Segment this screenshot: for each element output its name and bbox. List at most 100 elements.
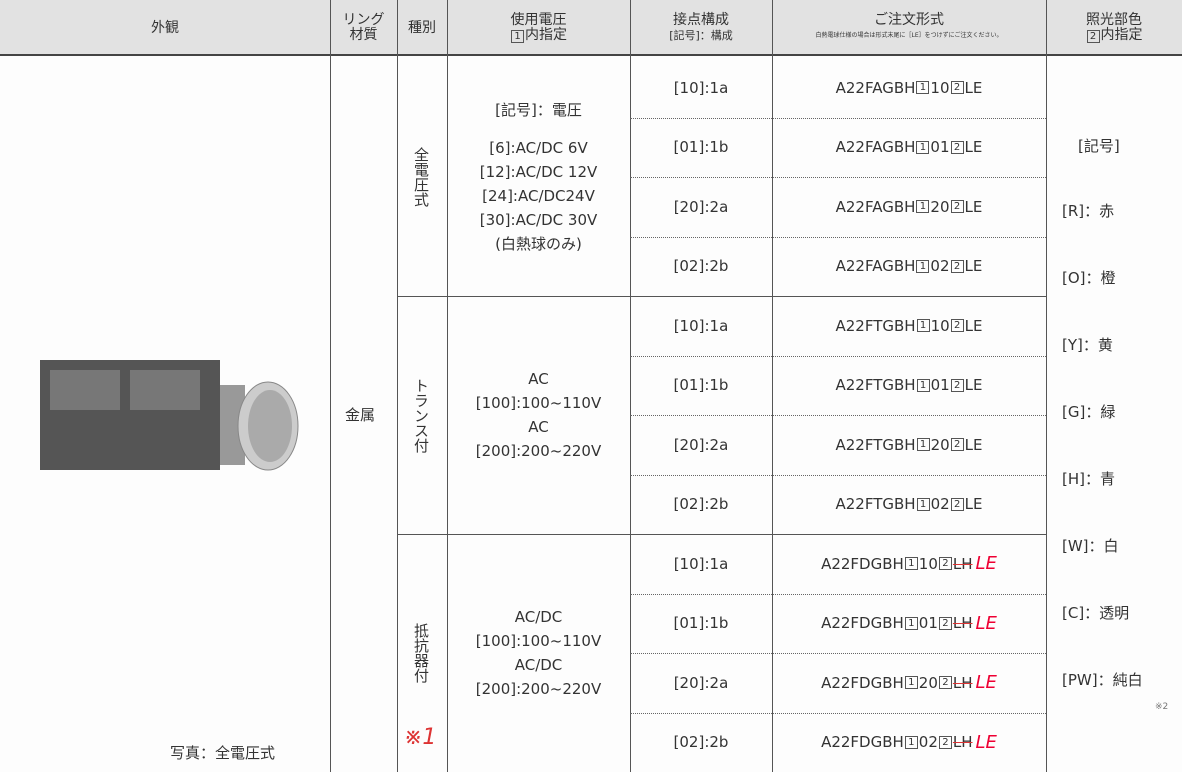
header-cell: 照光部色 2 内指定 — [1046, 0, 1182, 56]
box-mark: 1 — [904, 735, 918, 749]
handwritten-correction: LE — [975, 672, 997, 694]
box-mark: 1 — [916, 81, 930, 95]
row-divider — [630, 415, 1046, 416]
header-text: 内指定 — [1100, 27, 1143, 43]
order-code: A22FDGBH 1 02 2 LH LE — [772, 713, 1046, 772]
handwritten-correction: LE — [975, 612, 997, 634]
header-cell: ご注文形式 白熱電球仕様の場合は形式末尾に［LE］をつけずにご注文ください。 — [772, 0, 1046, 56]
box-mark: 2 — [938, 735, 952, 749]
order-prefix: A22FTGBH — [835, 495, 916, 514]
header-note: 1 内指定 — [510, 28, 567, 43]
order-code-digits: 02 — [930, 257, 950, 276]
column-divider — [330, 0, 331, 772]
row-divider — [630, 593, 1046, 595]
order-suffix: LE — [964, 138, 983, 157]
order-code: A22FDGBH 1 20 2 LH LE — [772, 653, 1046, 713]
header-text: リング — [342, 12, 385, 28]
color-item: [PW]：純白 — [1062, 671, 1143, 689]
photo-terminal — [130, 370, 200, 410]
handwritten-correction: LE — [975, 731, 997, 753]
voltage-text: [30]:AC/DC 30V — [479, 211, 598, 229]
box-mark: 2 — [950, 378, 964, 392]
struck-suffix: LH — [952, 673, 973, 692]
color-item: [C]：透明 — [1062, 604, 1130, 622]
photo-terminal — [50, 370, 120, 410]
color-item: [W]：白 — [1062, 537, 1119, 555]
order-prefix: A22FDGBH — [821, 673, 904, 692]
color-item: [R]：赤 — [1062, 202, 1115, 220]
contact: [01]:1b — [673, 614, 729, 633]
type-label: 抵抗器付 — [412, 623, 430, 683]
voltage-text: [12]:AC/DC 12V — [479, 163, 598, 181]
group-divider — [397, 296, 1046, 297]
column-divider — [630, 0, 631, 772]
box-mark: 1 — [916, 259, 930, 273]
order-code-digits: 01 — [918, 614, 938, 633]
order-suffix: LE — [964, 78, 983, 97]
box-mark: 1 — [904, 676, 918, 690]
header-text: 材質 — [349, 27, 378, 43]
header-text: 使用電圧 — [510, 12, 567, 28]
order-suffix: LE — [964, 376, 983, 395]
order-code: A22FDGBH 1 10 2 LH LE — [772, 534, 1046, 594]
row-divider — [630, 355, 1046, 357]
voltage-text: [200]:200~220V — [475, 442, 602, 460]
material: 金属 — [345, 406, 376, 424]
order-code-digits: 20 — [930, 197, 950, 216]
voltage-text: [記号]：電圧 — [495, 101, 582, 119]
header-note: 白熱電球仕様の場合は形式末尾に［LE］をつけずにご注文ください。 — [815, 32, 1003, 39]
box-mark: 2 — [950, 140, 964, 154]
product-photo — [40, 360, 299, 471]
box-mark: 2 — [938, 616, 952, 630]
order-prefix: A22FTGBH — [835, 376, 916, 395]
header-text: 種別 — [408, 19, 436, 36]
box-mark: 2 — [950, 81, 964, 95]
header-cell: 外観 — [0, 0, 330, 56]
order-suffix: LE — [964, 435, 983, 454]
contact: [01]:1b — [673, 138, 729, 157]
voltage-text: AC/DC — [514, 608, 563, 626]
box-mark: 2 — [1086, 30, 1100, 43]
order-prefix: A22FAGBH — [835, 78, 916, 97]
order-suffix: LE — [964, 197, 983, 216]
order-code: A22FTGBH 1 10 2 LE — [772, 296, 1046, 356]
order-code: A22FAGBH 1 20 2 LE — [772, 177, 1046, 237]
box-mark: 1 — [916, 438, 930, 452]
header-note: 2 内指定 — [1086, 28, 1143, 43]
order-prefix: A22FAGBH — [835, 197, 916, 216]
order-code-digits: 20 — [930, 435, 950, 454]
header-cell: リング 材質 — [330, 0, 397, 56]
header-text: 照光部色 — [1086, 12, 1142, 28]
type-label: 全電圧式 — [412, 147, 430, 207]
box-mark: 1 — [916, 200, 930, 214]
voltage-text: (白熱球のみ) — [495, 235, 582, 253]
header-bar — [0, 0, 1182, 56]
box-mark: 1 — [511, 30, 524, 43]
order-prefix: A22FTGBH — [835, 316, 916, 335]
voltage-text: AC — [528, 370, 549, 388]
contact: [01]:1b — [673, 376, 729, 395]
column-divider — [447, 0, 448, 772]
box-mark: 2 — [950, 497, 964, 511]
row-divider — [630, 653, 1046, 654]
row-divider — [630, 712, 1046, 714]
struck-suffix: LH — [952, 554, 973, 573]
order-suffix: LE — [964, 257, 983, 276]
photo-caption: 写真：全電圧式 — [170, 744, 276, 762]
box-mark: 1 — [916, 319, 930, 333]
order-prefix: A22FDGBH — [821, 733, 904, 752]
voltage-text: AC/DC — [514, 656, 563, 674]
order-code-digits: 02 — [918, 733, 938, 752]
order-code: A22FAGBH 1 02 2 LE — [772, 237, 1046, 297]
box-mark: 2 — [950, 438, 964, 452]
contact: [02]:2b — [673, 733, 729, 752]
order-code-digits: 20 — [918, 673, 938, 692]
order-suffix: LE — [964, 316, 983, 335]
voltage-text: [200]:200~220V — [475, 680, 602, 698]
handwritten-note: ※1 — [404, 725, 437, 750]
box-mark: 1 — [916, 378, 930, 392]
order-code-digits: 10 — [930, 78, 950, 97]
order-code: A22FTGBH 1 20 2 LE — [772, 415, 1046, 475]
struck-suffix: LH — [952, 733, 973, 752]
voltage-text: AC — [528, 418, 549, 436]
